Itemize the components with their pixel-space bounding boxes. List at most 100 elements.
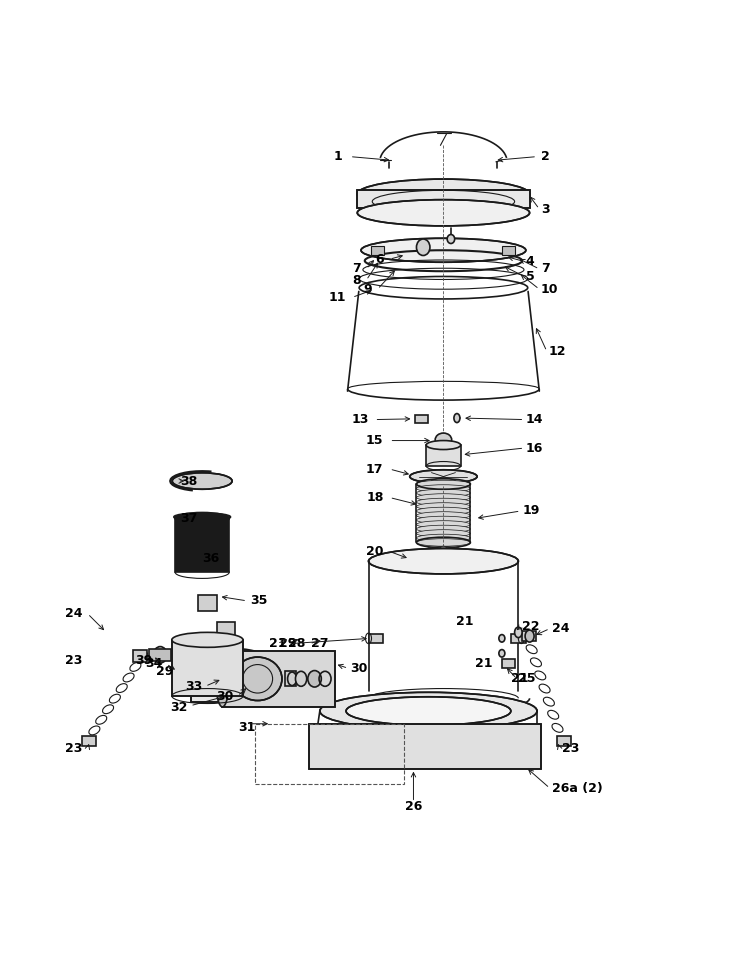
Text: 23: 23 xyxy=(65,742,82,755)
Text: 28: 28 xyxy=(288,637,306,650)
Ellipse shape xyxy=(417,539,471,546)
Ellipse shape xyxy=(308,670,321,687)
Bar xyxy=(223,651,335,708)
Ellipse shape xyxy=(417,485,471,492)
Ellipse shape xyxy=(432,444,455,453)
Bar xyxy=(502,660,515,668)
Ellipse shape xyxy=(320,692,537,730)
Bar xyxy=(172,640,244,696)
Ellipse shape xyxy=(459,551,465,556)
Ellipse shape xyxy=(153,647,167,663)
Text: 39: 39 xyxy=(135,655,153,667)
Bar xyxy=(522,631,535,641)
Ellipse shape xyxy=(435,433,452,447)
Ellipse shape xyxy=(346,697,511,725)
Bar xyxy=(82,736,96,746)
Ellipse shape xyxy=(175,513,229,524)
Text: 26: 26 xyxy=(405,800,422,812)
Text: 12: 12 xyxy=(548,345,566,358)
Ellipse shape xyxy=(499,635,505,642)
Ellipse shape xyxy=(417,494,471,501)
Text: 6: 6 xyxy=(374,253,384,266)
Ellipse shape xyxy=(421,547,466,559)
Text: 35: 35 xyxy=(250,595,268,608)
Bar xyxy=(284,671,296,686)
Bar xyxy=(511,634,526,643)
Text: 23: 23 xyxy=(562,742,579,755)
Ellipse shape xyxy=(441,556,447,560)
Text: 25: 25 xyxy=(518,672,536,685)
Ellipse shape xyxy=(441,546,447,551)
Ellipse shape xyxy=(417,498,471,506)
Text: 29: 29 xyxy=(278,637,296,650)
Ellipse shape xyxy=(233,657,282,701)
Ellipse shape xyxy=(427,548,433,552)
Bar xyxy=(357,189,529,209)
Text: 15: 15 xyxy=(366,434,384,447)
Ellipse shape xyxy=(525,630,534,642)
Text: 3: 3 xyxy=(541,203,550,216)
Bar xyxy=(223,651,335,708)
Text: 21: 21 xyxy=(511,672,529,685)
Text: 38: 38 xyxy=(180,474,197,487)
Text: 33: 33 xyxy=(185,680,202,693)
Bar xyxy=(198,595,217,612)
Bar xyxy=(368,634,384,643)
Ellipse shape xyxy=(417,530,471,537)
Text: 10: 10 xyxy=(541,282,558,296)
Bar xyxy=(190,656,262,702)
Bar xyxy=(149,649,171,661)
Ellipse shape xyxy=(454,414,460,422)
Text: 26a (2): 26a (2) xyxy=(552,782,603,795)
Ellipse shape xyxy=(357,200,529,226)
Ellipse shape xyxy=(417,534,471,542)
Text: 34: 34 xyxy=(145,658,162,670)
Text: 36: 36 xyxy=(202,553,220,565)
Ellipse shape xyxy=(368,549,518,574)
Ellipse shape xyxy=(417,512,471,519)
Bar xyxy=(415,416,429,422)
Ellipse shape xyxy=(190,648,262,663)
Text: 21: 21 xyxy=(475,658,492,670)
Ellipse shape xyxy=(361,238,526,263)
Text: 30: 30 xyxy=(217,690,234,703)
Ellipse shape xyxy=(417,520,471,528)
Ellipse shape xyxy=(417,508,471,514)
Bar xyxy=(172,640,244,696)
Text: 7: 7 xyxy=(352,263,361,275)
Text: 20: 20 xyxy=(366,545,384,558)
Text: 9: 9 xyxy=(364,282,372,296)
Bar xyxy=(426,445,461,466)
Ellipse shape xyxy=(422,551,428,556)
Text: 21: 21 xyxy=(268,637,286,650)
Text: 37: 37 xyxy=(180,512,197,525)
Text: 16: 16 xyxy=(526,442,543,455)
Text: 24: 24 xyxy=(552,622,569,635)
Bar xyxy=(502,246,515,255)
Ellipse shape xyxy=(287,672,296,686)
Bar xyxy=(175,518,229,572)
Ellipse shape xyxy=(447,234,455,243)
Text: 14: 14 xyxy=(526,414,544,426)
Ellipse shape xyxy=(357,179,529,209)
Ellipse shape xyxy=(453,554,459,559)
Bar xyxy=(132,651,147,662)
Bar xyxy=(557,736,571,746)
Text: 13: 13 xyxy=(351,414,368,426)
Ellipse shape xyxy=(172,632,243,648)
Text: 17: 17 xyxy=(366,463,384,475)
Ellipse shape xyxy=(190,669,262,688)
Ellipse shape xyxy=(426,441,461,450)
Bar xyxy=(190,656,262,702)
Text: 27: 27 xyxy=(311,637,329,650)
Ellipse shape xyxy=(417,480,471,488)
Bar xyxy=(371,246,384,255)
Text: 1: 1 xyxy=(334,150,342,163)
Ellipse shape xyxy=(427,554,433,559)
Text: 32: 32 xyxy=(170,701,187,713)
Bar xyxy=(255,724,405,784)
Ellipse shape xyxy=(410,469,478,483)
Text: 19: 19 xyxy=(522,505,539,517)
Text: 29: 29 xyxy=(156,664,174,678)
Text: 2: 2 xyxy=(541,150,550,163)
